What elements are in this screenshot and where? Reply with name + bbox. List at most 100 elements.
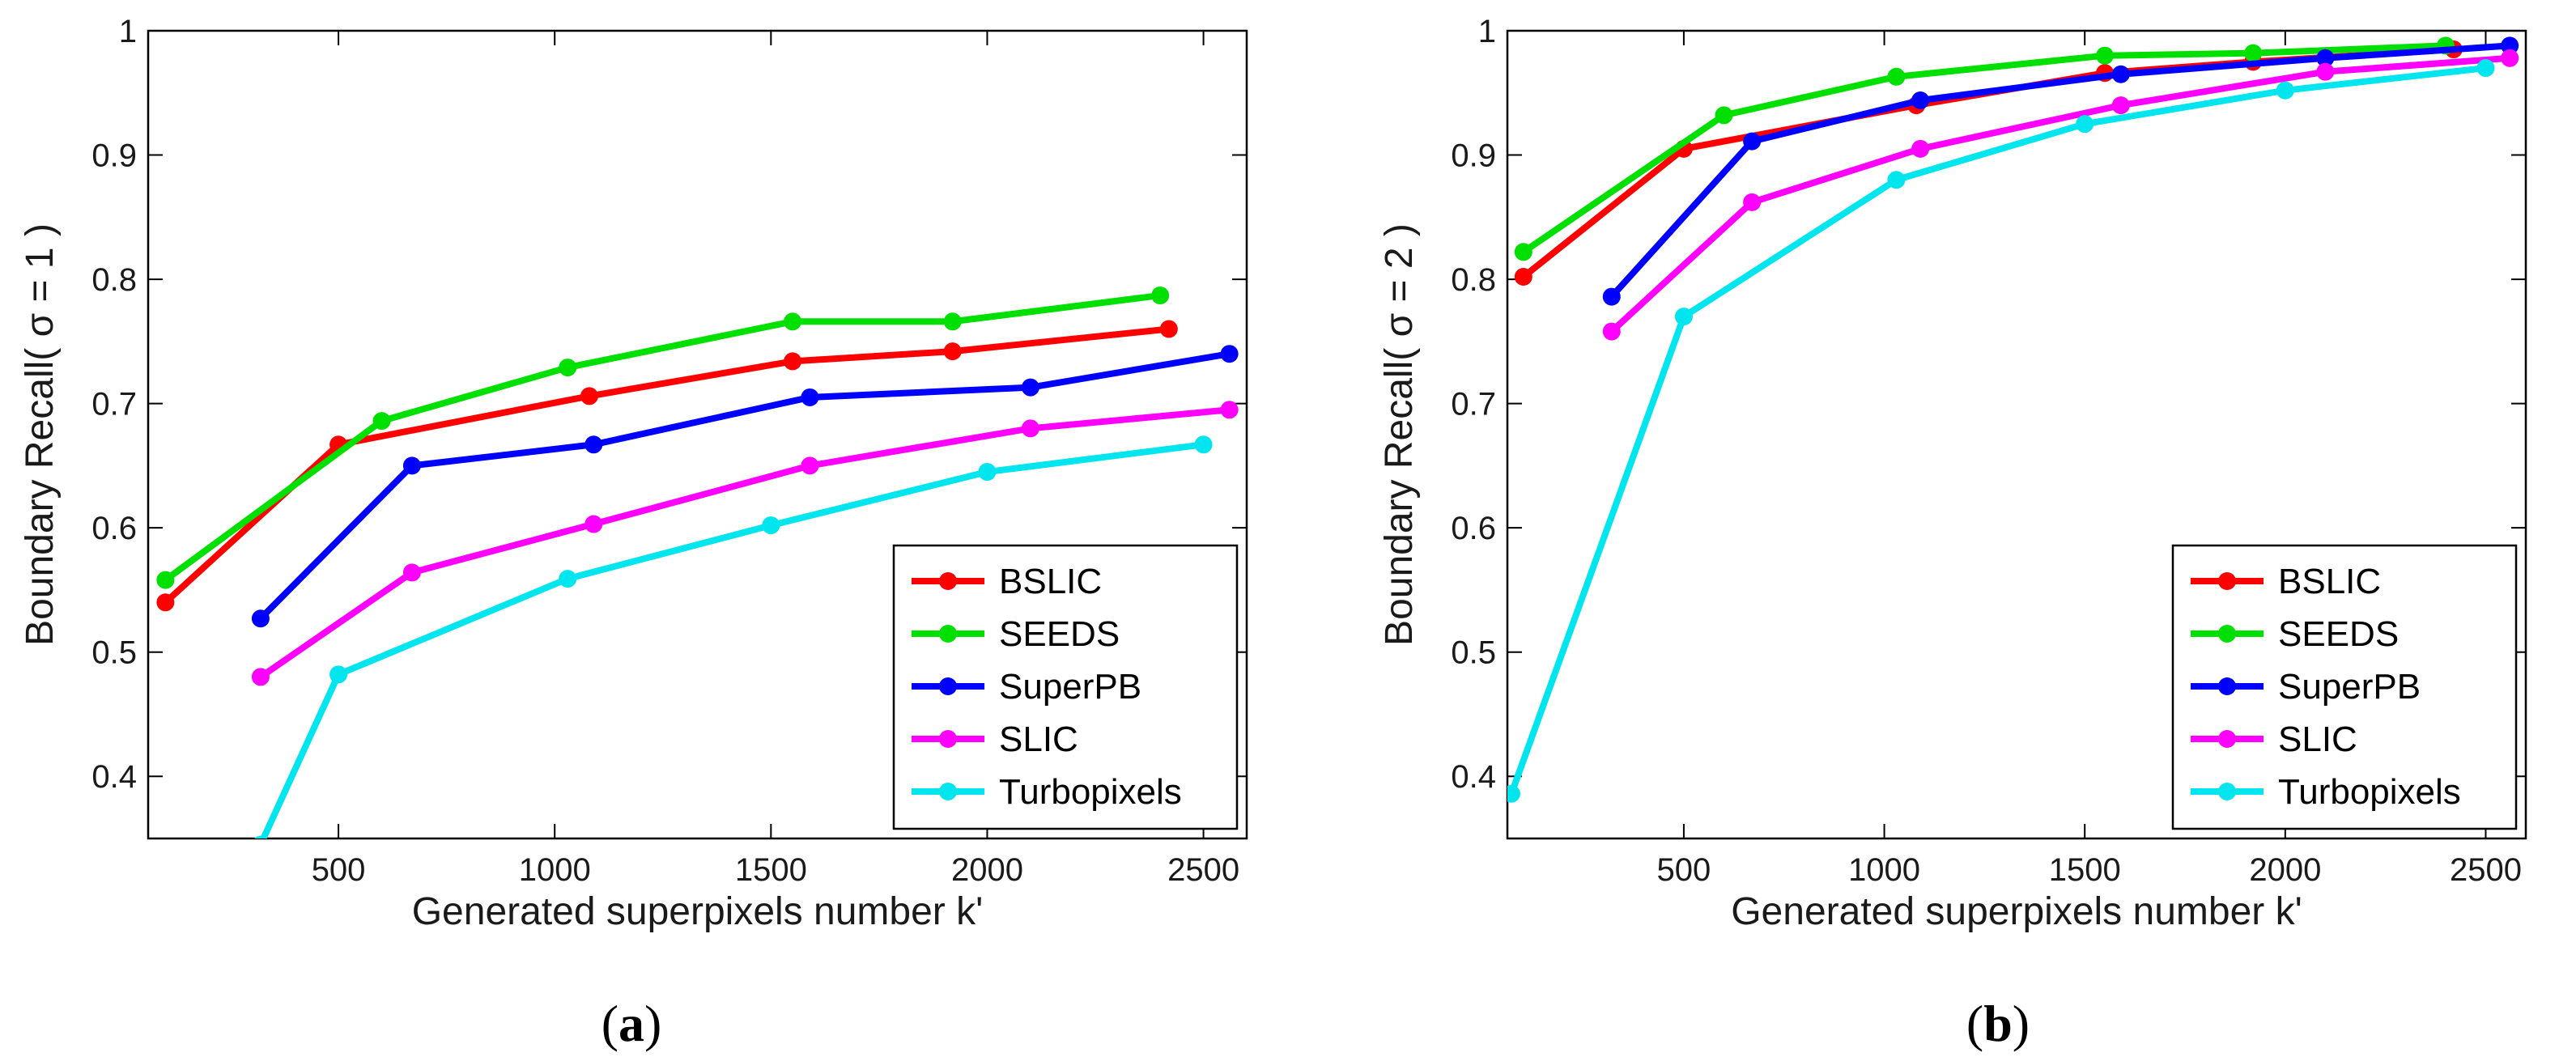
panel-caption: (b) bbox=[1966, 995, 2030, 1052]
caption-close: ) bbox=[644, 995, 661, 1052]
data-point bbox=[1220, 401, 1239, 419]
data-point bbox=[584, 435, 603, 454]
data-point bbox=[1887, 67, 1906, 86]
legend-marker bbox=[2218, 730, 2236, 748]
data-point bbox=[559, 359, 577, 377]
data-point bbox=[1602, 322, 1621, 341]
data-point bbox=[2076, 115, 2094, 134]
chart-b: 500 1000 1500 2000 2500 0.4 0.5 0.6 0.7 0.8 0.9 1 Ge… bbox=[1378, 14, 2527, 1052]
x-tick-label: 1500 bbox=[2049, 852, 2121, 888]
legend-entry-seeds: SEEDS bbox=[912, 614, 1120, 654]
legend-entry-turbopixels: Turbopixels bbox=[912, 772, 1182, 812]
legend-label: SEEDS bbox=[2278, 614, 2399, 654]
series-line bbox=[1507, 65, 2489, 797]
series-line bbox=[1608, 42, 2514, 300]
data-point bbox=[1021, 378, 1039, 397]
data-point bbox=[943, 342, 962, 361]
data-point bbox=[2111, 65, 2130, 83]
data-point bbox=[801, 388, 819, 406]
series-slic bbox=[1602, 49, 2519, 341]
y-tick-label: 0.5 bbox=[91, 635, 137, 671]
y-tick-label: 0.5 bbox=[1451, 635, 1496, 671]
data-point bbox=[372, 412, 391, 431]
data-point bbox=[254, 835, 267, 838]
x-tick-label: 500 bbox=[312, 852, 366, 888]
x-axis-label: Generated superpixels number k' bbox=[1731, 890, 2302, 933]
y-tick-label: 0.4 bbox=[1451, 759, 1496, 795]
legend-entry-seeds: SEEDS bbox=[2191, 614, 2399, 654]
legend-marker bbox=[939, 572, 957, 590]
series-slic bbox=[251, 401, 1239, 686]
data-point bbox=[2501, 36, 2519, 55]
legend: BSLIC SEEDS SuperPB SLIC Turbopixels bbox=[892, 544, 1239, 830]
y-tick-label: 0.9 bbox=[91, 138, 137, 174]
data-point bbox=[156, 571, 175, 589]
caption-letter: a bbox=[618, 995, 644, 1052]
legend-entry-slic: SLIC bbox=[2191, 720, 2357, 759]
data-point bbox=[251, 609, 270, 628]
data-point bbox=[1674, 308, 1693, 326]
legend-label: Turbopixels bbox=[999, 772, 1182, 812]
data-point bbox=[2276, 81, 2294, 100]
x-axis-label: Generated superpixels number k' bbox=[412, 890, 984, 933]
y-tick-label: 0.6 bbox=[91, 511, 137, 546]
data-point bbox=[1911, 139, 1930, 158]
data-point bbox=[402, 563, 421, 582]
series-line bbox=[260, 441, 1207, 838]
data-point bbox=[402, 456, 421, 475]
x-tick-label: 2000 bbox=[2249, 852, 2321, 888]
series-line bbox=[1520, 42, 2449, 256]
legend-label: SLIC bbox=[2278, 720, 2357, 759]
legend-label: Turbopixels bbox=[2278, 772, 2461, 812]
y-tick-label: 0.8 bbox=[1451, 262, 1496, 298]
x-tick-label: 1000 bbox=[1848, 852, 1920, 888]
data-point bbox=[943, 312, 962, 331]
data-point bbox=[1514, 243, 1532, 261]
legend-marker bbox=[939, 677, 957, 695]
data-point bbox=[784, 312, 802, 331]
series-turbopixels bbox=[1507, 59, 2495, 803]
x-tick-label: 1000 bbox=[519, 852, 591, 888]
series-turbopixels bbox=[254, 435, 1213, 838]
legend: BSLIC SEEDS SuperPB SLIC Turbopixels bbox=[2171, 544, 2518, 830]
data-point bbox=[1194, 435, 1213, 454]
legend-entry-slic: SLIC bbox=[912, 720, 1078, 759]
caption-open: ( bbox=[601, 995, 618, 1052]
x-tick-label: 2000 bbox=[951, 852, 1023, 888]
series-seeds bbox=[1514, 36, 2455, 261]
legend-label: SLIC bbox=[999, 720, 1078, 759]
legend-marker bbox=[2218, 783, 2236, 800]
legend-entry-turbopixels: Turbopixels bbox=[2191, 772, 2461, 812]
legend-label: BSLIC bbox=[2278, 562, 2381, 601]
y-tick-label: 0.4 bbox=[91, 759, 137, 795]
x-tick-label: 1500 bbox=[735, 852, 807, 888]
series-line bbox=[1608, 54, 2514, 335]
data-point bbox=[1715, 106, 1733, 125]
legend-label: SuperPB bbox=[2278, 667, 2421, 707]
legend-marker bbox=[939, 625, 957, 643]
caption-letter: b bbox=[1983, 995, 2013, 1052]
data-point bbox=[1220, 345, 1239, 363]
data-point bbox=[978, 463, 997, 482]
data-point bbox=[1911, 91, 1930, 109]
data-point bbox=[784, 352, 802, 371]
data-point bbox=[1021, 419, 1039, 438]
legend-entry-superpb: SuperPB bbox=[2191, 667, 2421, 707]
data-point bbox=[1151, 287, 1170, 305]
y-tick-label: 1 bbox=[119, 14, 137, 49]
data-point bbox=[251, 668, 270, 686]
y-tick-label: 0.8 bbox=[91, 262, 137, 298]
legend-entry-bslic: BSLIC bbox=[912, 562, 1102, 601]
data-point bbox=[2476, 59, 2495, 78]
y-axis-label: Boundary Recall( σ = 1 ) bbox=[19, 223, 62, 646]
legend-entry-bslic: BSLIC bbox=[2191, 562, 2381, 601]
legend-label: BSLIC bbox=[999, 562, 1102, 601]
series-seeds bbox=[156, 287, 1170, 589]
data-point bbox=[1514, 268, 1532, 287]
legend-marker bbox=[939, 783, 957, 800]
data-point bbox=[1507, 784, 1520, 803]
data-point bbox=[2316, 49, 2335, 67]
data-point bbox=[2316, 62, 2335, 81]
series-superpb bbox=[251, 345, 1239, 628]
